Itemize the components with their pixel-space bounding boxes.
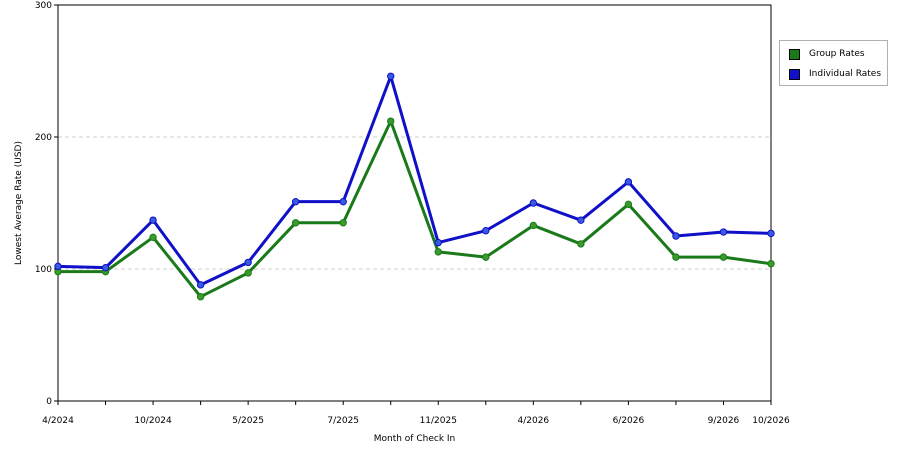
x-tick-label-5-2025: 5/2025 — [232, 416, 264, 426]
point-group-rates-7 — [387, 117, 395, 125]
x-tick-label-9-2026: 9/2026 — [708, 416, 740, 426]
point-group-rates-3 — [196, 293, 205, 301]
x-tick-label-7-2025: 7/2025 — [327, 416, 359, 426]
series-line-group-rates — [58, 119, 772, 299]
legend-item-group-rates: Group Rates — [789, 47, 865, 61]
point-individual-rates-6 — [339, 197, 347, 206]
plot-frame — [57, 4, 772, 402]
point-individual-rates-12 — [624, 178, 633, 186]
x-tick-label-11-2025: 11/2025 — [420, 416, 457, 426]
x-tick-label-10-2024: 10/2024 — [134, 416, 172, 426]
x-tick-label-6-2026: 6/2026 — [613, 416, 645, 426]
point-individual-rates-8 — [434, 238, 442, 247]
y-tick-label-100: 100 — [35, 265, 52, 275]
point-individual-rates-4 — [244, 258, 252, 267]
point-group-rates-13 — [672, 253, 680, 261]
point-group-rates-2 — [149, 233, 157, 242]
point-individual-rates-11 — [577, 216, 585, 224]
point-group-rates-4 — [244, 269, 252, 277]
x-tick-label-4-2024: 4/2024 — [42, 416, 74, 426]
y-tick-label-0: 0 — [46, 397, 52, 407]
point-group-rates-9 — [482, 253, 490, 261]
point-individual-rates-7 — [387, 72, 395, 80]
point-individual-rates-10 — [529, 199, 538, 207]
point-group-rates-14 — [719, 253, 728, 261]
legend-item-individual-rates: Individual Rates — [789, 67, 881, 81]
y-tick-label-300: 300 — [35, 1, 52, 11]
point-group-rates-8 — [434, 248, 442, 256]
point-group-rates-5 — [291, 219, 300, 227]
point-individual-rates-9 — [482, 227, 490, 235]
point-individual-rates-1 — [101, 263, 110, 272]
point-individual-rates-2 — [149, 216, 157, 224]
point-individual-rates-13 — [672, 232, 680, 240]
x-tick-label-4-2026: 4/2026 — [517, 416, 549, 426]
point-individual-rates-15 — [767, 229, 775, 238]
point-group-rates-10 — [529, 221, 538, 230]
legend-label-individual-rates: Individual Rates — [809, 69, 882, 79]
point-individual-rates-3 — [196, 281, 205, 289]
point-group-rates-11 — [577, 240, 585, 248]
point-group-rates-15 — [767, 260, 775, 268]
legend: Group Rates Individual Rates — [779, 40, 888, 86]
legend-label-group-rates: Group Rates — [809, 49, 865, 59]
point-group-rates-6 — [339, 219, 347, 227]
x-axis-title: Month of Check In — [374, 434, 456, 444]
y-axis-title: Lowest Average Rate (USD) — [14, 141, 24, 265]
x-tick-label-10-2026: 10/2026 — [752, 416, 790, 426]
legend-swatch-individual-rates — [789, 68, 800, 80]
point-individual-rates-14 — [719, 228, 728, 236]
y-tick-label-200: 200 — [35, 133, 52, 143]
point-individual-rates-0 — [54, 262, 62, 271]
legend-swatch-group-rates — [789, 48, 800, 60]
series-line-individual-rates — [57, 74, 772, 287]
point-individual-rates-5 — [291, 197, 300, 206]
point-group-rates-12 — [624, 200, 633, 209]
